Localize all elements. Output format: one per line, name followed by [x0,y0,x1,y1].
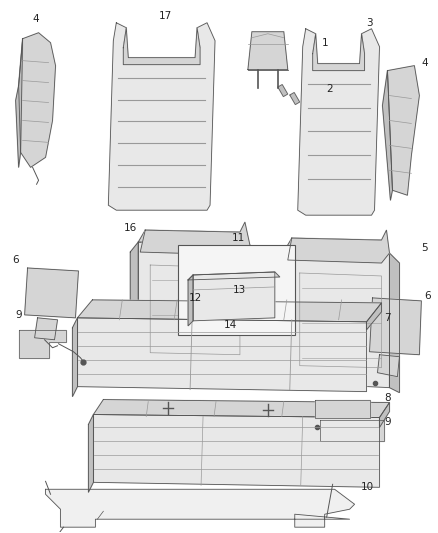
Text: 9: 9 [15,310,22,320]
Text: 11: 11 [231,233,244,243]
Polygon shape [138,230,250,245]
Polygon shape [16,39,23,167]
Polygon shape [78,300,381,322]
Text: 13: 13 [233,285,247,295]
Text: 9: 9 [384,416,391,426]
Text: 5: 5 [421,243,427,253]
Bar [178,245,295,335]
Polygon shape [285,250,389,387]
Polygon shape [93,415,379,487]
Text: 16: 16 [124,223,137,233]
Text: 4: 4 [421,58,427,68]
Text: 3: 3 [366,18,373,28]
Polygon shape [140,222,250,255]
Polygon shape [314,400,370,417]
Polygon shape [78,318,367,392]
Text: 14: 14 [223,320,237,330]
Polygon shape [382,71,392,200]
Polygon shape [290,93,300,104]
Polygon shape [72,318,78,397]
Text: 7: 7 [384,313,391,323]
Polygon shape [108,23,215,210]
Text: 6: 6 [12,255,19,265]
Polygon shape [93,400,389,417]
Polygon shape [367,303,381,330]
Polygon shape [248,32,288,70]
Polygon shape [46,489,355,527]
Polygon shape [88,415,93,492]
Polygon shape [370,298,421,355]
Text: 10: 10 [361,482,374,492]
Polygon shape [298,29,379,215]
Polygon shape [288,230,389,263]
Text: 6: 6 [424,291,431,301]
Polygon shape [19,33,56,167]
Polygon shape [285,238,389,253]
Text: 1: 1 [321,38,328,48]
Polygon shape [379,402,389,427]
Text: 12: 12 [188,293,202,303]
Polygon shape [35,318,57,340]
Polygon shape [313,34,364,71]
Polygon shape [188,272,280,280]
Polygon shape [124,28,200,64]
Text: 2: 2 [326,84,333,94]
Text: 17: 17 [159,11,172,21]
Polygon shape [25,268,78,318]
Text: 8: 8 [384,393,391,402]
Polygon shape [378,355,399,377]
Polygon shape [320,419,385,441]
Text: 4: 4 [32,14,39,24]
Polygon shape [278,85,288,96]
Polygon shape [188,275,193,326]
Polygon shape [19,330,67,358]
Polygon shape [130,242,138,379]
Polygon shape [138,242,250,375]
Polygon shape [389,253,399,393]
Polygon shape [193,272,275,321]
Polygon shape [388,66,419,195]
